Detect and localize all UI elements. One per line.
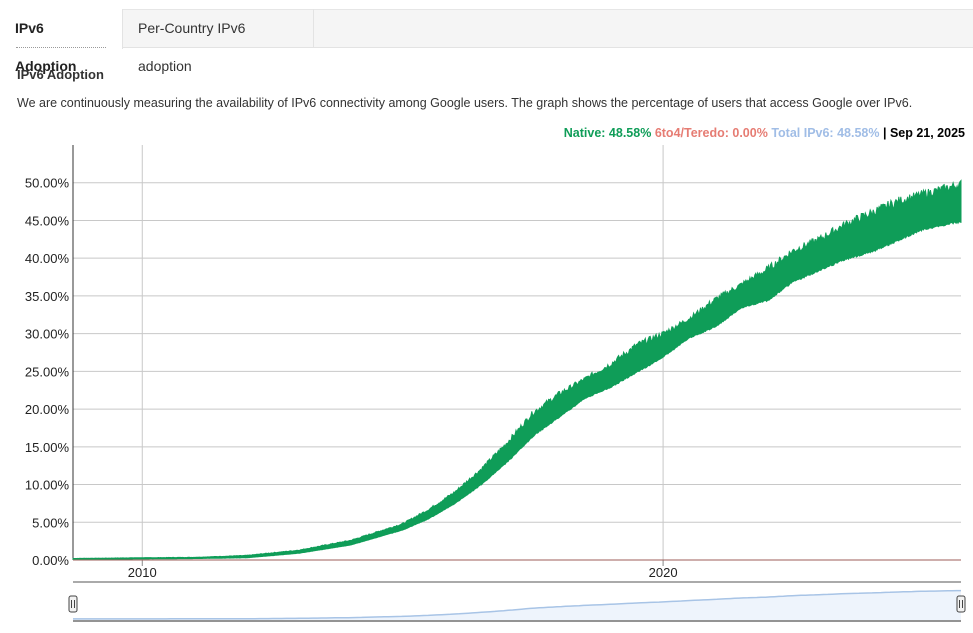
legend-total: Total IPv6: 48.58% bbox=[771, 126, 880, 140]
navigator-area bbox=[73, 590, 961, 620]
y-tick-label: 10.00% bbox=[25, 478, 70, 493]
chart-legend: Native: 48.58% 6to4/Teredo: 0.00% Total … bbox=[564, 126, 965, 140]
tab-ipv6-adoption[interactable]: IPv6 Adoption bbox=[0, 9, 123, 74]
description-text: We are continuously measuring the availa… bbox=[17, 96, 913, 110]
legend-teredo: 6to4/Teredo: 0.00% bbox=[654, 126, 768, 140]
navigator-line bbox=[73, 589, 961, 620]
x-tick-label: 2020 bbox=[649, 565, 678, 580]
legend-date: Sep 21, 2025 bbox=[889, 126, 965, 140]
tab-per-country-ipv6-adoption[interactable]: Per-Country IPv6 adoption bbox=[123, 9, 314, 74]
tab-bar: IPv6 Adoption Per-Country IPv6 adoption bbox=[0, 9, 973, 74]
y-tick-label: 25.00% bbox=[25, 364, 70, 379]
y-tick-label: 30.00% bbox=[25, 327, 70, 342]
navigator-right-handle[interactable] bbox=[956, 595, 966, 613]
y-tick-label: 40.00% bbox=[25, 251, 70, 266]
legend-separator: | bbox=[882, 126, 887, 140]
y-tick-label: 35.00% bbox=[25, 289, 70, 304]
legend-native: Native: 48.58% bbox=[563, 126, 652, 140]
tab-ipv6-adoption-label: IPv6 Adoption bbox=[15, 20, 77, 74]
y-tick-label: 15.00% bbox=[25, 440, 70, 455]
y-tick-label: 20.00% bbox=[25, 402, 70, 417]
tab-active-underline bbox=[16, 47, 106, 48]
series-native-area bbox=[72, 179, 962, 560]
y-tick-label: 50.00% bbox=[25, 176, 70, 191]
y-tick-label: 5.00% bbox=[32, 515, 69, 530]
section-title: IPv6 Adoption bbox=[17, 67, 104, 82]
y-tick-label: 0.00% bbox=[32, 553, 69, 568]
tab-per-country-label: Per-Country IPv6 adoption bbox=[138, 20, 246, 74]
x-tick-label: 2010 bbox=[128, 565, 157, 580]
navigator-left-handle[interactable] bbox=[68, 595, 78, 613]
y-tick-label: 45.00% bbox=[25, 213, 70, 228]
